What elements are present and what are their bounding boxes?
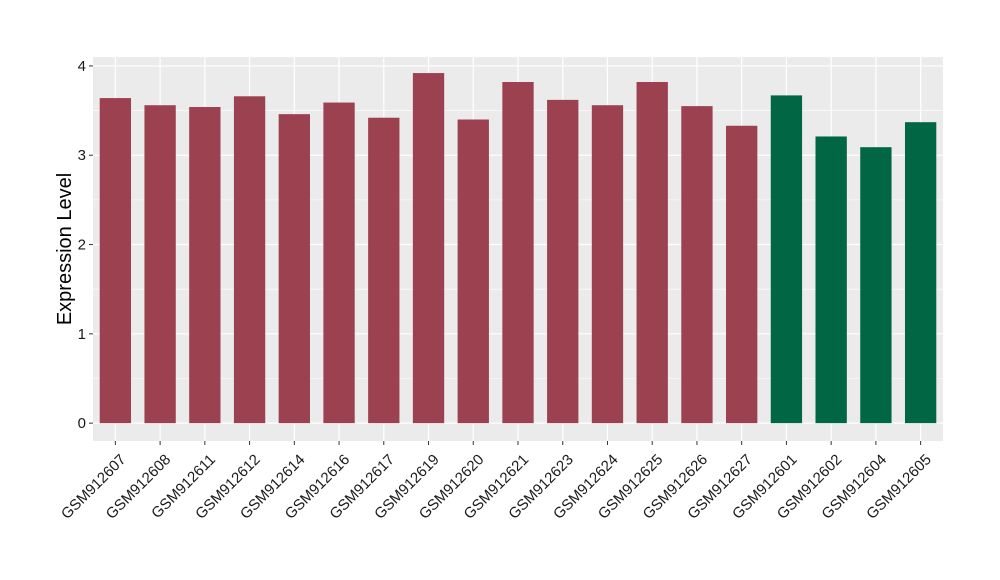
- bar: [278, 114, 310, 424]
- bar: [323, 102, 355, 424]
- bar: [547, 99, 579, 424]
- bar: [636, 82, 668, 424]
- y-tick-label: 1: [78, 326, 86, 343]
- bar: [815, 136, 847, 424]
- bar: [233, 96, 266, 424]
- bar: [457, 119, 489, 424]
- y-axis: 0 1 2 3 4: [78, 58, 93, 432]
- bar: [726, 125, 758, 424]
- y-tick-label: 0: [78, 415, 86, 432]
- y-tick-label: 3: [78, 147, 86, 164]
- x-axis: GSM912607GSM912608GSM912611GSM912612GSM9…: [58, 441, 935, 523]
- bar: [412, 73, 445, 424]
- bar: [860, 147, 892, 424]
- bar: [591, 105, 624, 424]
- bar: [144, 105, 176, 424]
- bar: [99, 98, 132, 424]
- bar: [368, 117, 400, 424]
- bars: [99, 73, 937, 424]
- bar: [681, 106, 713, 424]
- y-tick-label: 4: [78, 58, 86, 75]
- y-tick-label: 2: [78, 237, 86, 254]
- bar: [502, 82, 534, 424]
- bar: [770, 95, 803, 424]
- bar: [189, 107, 221, 424]
- y-axis-title: Expression Level: [54, 173, 76, 325]
- bar: [904, 122, 937, 424]
